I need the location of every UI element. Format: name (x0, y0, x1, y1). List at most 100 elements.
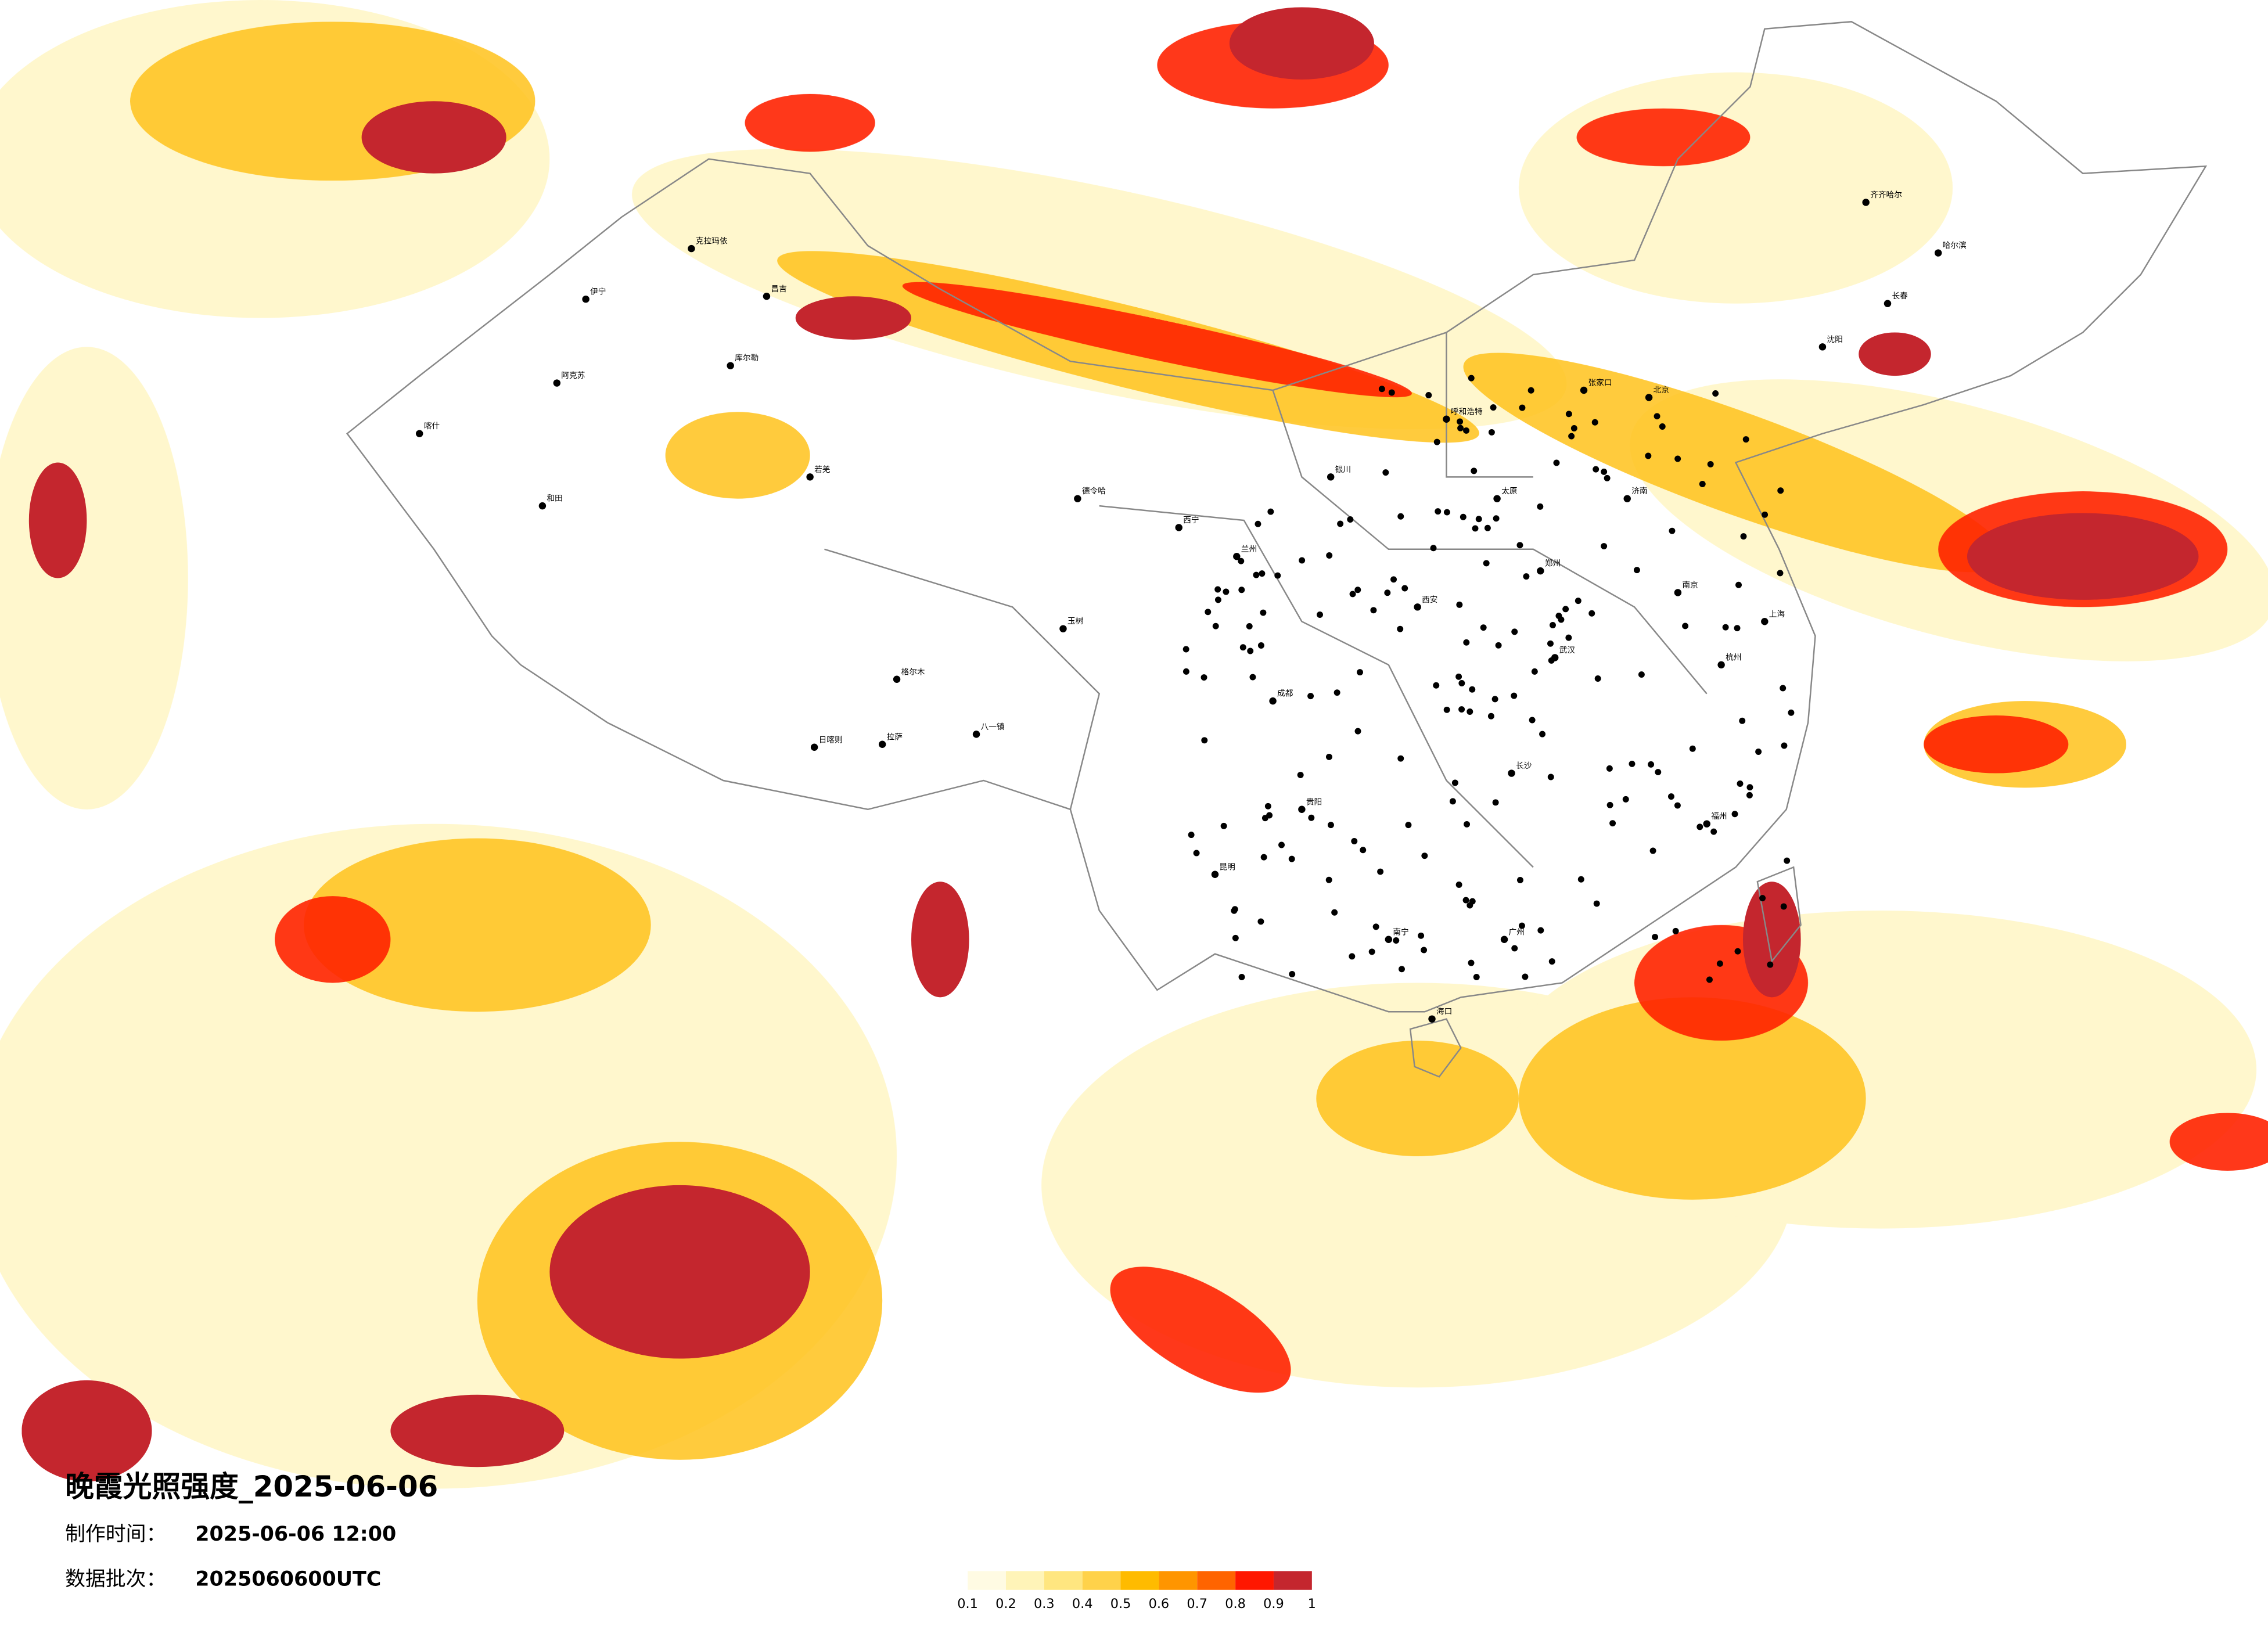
colorbar-tick-label: 0.2 (995, 1596, 1016, 1611)
station-dot (1588, 610, 1595, 617)
city-label: 喀什 (424, 422, 440, 431)
station-dot (1246, 623, 1253, 629)
station-dot (1463, 427, 1470, 434)
station-dot (1523, 573, 1530, 580)
station-dot (1247, 647, 1254, 654)
station-dot (1511, 692, 1518, 699)
station-dot (1458, 680, 1465, 686)
city-label: 玉树 (1067, 617, 1084, 626)
station-dot (1601, 468, 1608, 475)
station-dot (1205, 609, 1212, 616)
station-dot (1443, 509, 1450, 516)
country-outline (346, 21, 2208, 1078)
station-dot (1731, 811, 1738, 818)
city-dot (1674, 589, 1682, 596)
station-dot (1629, 760, 1636, 767)
city-label: 昌吉 (771, 285, 786, 294)
station-dot (1193, 850, 1200, 857)
station-dot (1568, 433, 1575, 440)
colorbar-tick-label: 1 (1308, 1596, 1316, 1611)
station-dot (1360, 847, 1367, 854)
station-dot (1182, 668, 1189, 675)
station-dot (1495, 642, 1502, 649)
colorbar-swatch (968, 1571, 1006, 1590)
station-dot (1334, 689, 1340, 696)
station-dot (1451, 779, 1458, 786)
city-dot (1298, 805, 1306, 813)
city-dot (688, 244, 695, 253)
city-dot (893, 675, 901, 683)
colorbar-tick-label: 0.3 (1034, 1596, 1055, 1611)
station-dot (1548, 657, 1555, 664)
station-dot (1638, 671, 1645, 678)
colorbar-swatch (1159, 1571, 1198, 1590)
city-label: 银川 (1335, 465, 1351, 474)
station-dot (1188, 832, 1195, 839)
station-dot (1734, 948, 1741, 955)
station-dot (1594, 675, 1601, 682)
station-dot (1212, 623, 1219, 629)
station-dot (1456, 601, 1463, 608)
colorbar-tick-label: 0.1 (957, 1596, 978, 1611)
station-dot (1238, 587, 1245, 593)
station-dot (1531, 668, 1538, 675)
station-dot (1648, 761, 1655, 768)
city-label: 广州 (1509, 927, 1525, 937)
station-dot (1238, 974, 1245, 980)
station-dot (1511, 628, 1518, 635)
city-label: 八一镇 (981, 722, 1005, 732)
station-dot (1390, 576, 1397, 583)
station-dot (1539, 731, 1546, 738)
station-dot (1516, 542, 1523, 549)
station-dot (1473, 974, 1480, 980)
station-dot (1712, 390, 1719, 397)
station-dot (1264, 803, 1271, 810)
station-dot (1654, 413, 1660, 420)
city-label: 郑州 (1545, 559, 1561, 569)
station-dot (1606, 801, 1613, 808)
station-dot (1739, 717, 1746, 724)
station-dot (1759, 895, 1766, 902)
city-dot (1414, 603, 1421, 611)
station-dot (1267, 508, 1274, 515)
station-dot (1609, 820, 1616, 827)
city-dot (538, 502, 547, 510)
station-dot (1326, 552, 1333, 559)
station-dot (1710, 828, 1717, 835)
station-dot (1397, 755, 1404, 762)
city-dot (1645, 394, 1653, 401)
city-dot (810, 743, 818, 751)
city-dot (553, 379, 561, 387)
colorbar-swatch (1197, 1571, 1236, 1590)
station-dot (1307, 693, 1314, 700)
station-dot (1325, 876, 1332, 883)
city-label: 西宁 (1183, 515, 1199, 525)
station-dot (1784, 857, 1791, 864)
station-dot (1547, 640, 1554, 647)
city-label: 若羌 (814, 465, 831, 474)
city-label: 哈尔滨 (1943, 241, 1967, 250)
station-dot (1370, 607, 1377, 614)
station-dot (1331, 909, 1338, 916)
city-label: 库尔勒 (735, 354, 759, 363)
city-dot (1327, 473, 1335, 481)
city-dot (1862, 199, 1870, 206)
production-time-value: 2025-06-06 12:00 (195, 1523, 396, 1546)
colorbar-tick-label: 0.5 (1110, 1596, 1131, 1611)
city-label: 呼和浩特 (1451, 407, 1483, 416)
station-dot (1591, 419, 1598, 426)
station-dot (1682, 623, 1689, 629)
station-dot (1472, 525, 1479, 532)
station-dot (1469, 686, 1476, 693)
station-dot (1672, 927, 1679, 934)
station-dot (1231, 907, 1238, 914)
station-dot (1257, 918, 1264, 925)
city-label: 太原 (1501, 487, 1517, 496)
city-dot (1385, 936, 1393, 943)
station-dot (1706, 976, 1713, 983)
colorbar-swatch (1120, 1571, 1159, 1590)
city-label: 日喀则 (819, 735, 843, 744)
colorbar-tick-label: 0.6 (1149, 1596, 1170, 1611)
